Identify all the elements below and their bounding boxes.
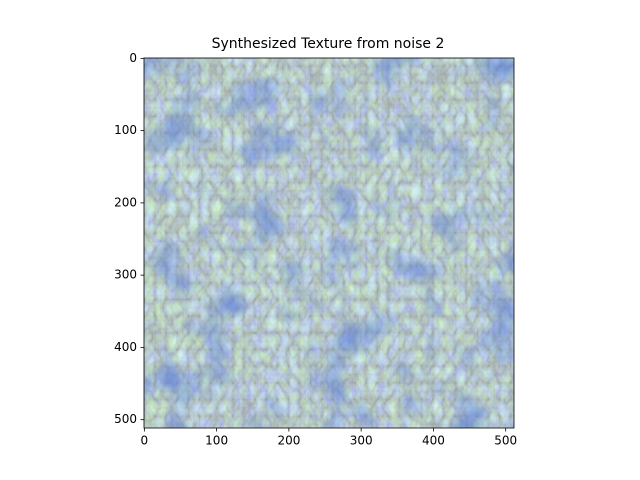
x-tick-label: 0 xyxy=(141,434,149,448)
x-tick-label: 300 xyxy=(350,434,373,448)
chart-title: Synthesized Texture from noise 2 xyxy=(212,36,445,52)
texture-image xyxy=(144,58,514,428)
x-tick-label: 400 xyxy=(422,434,445,448)
y-tick-label: 0 xyxy=(129,51,137,65)
x-tick-label: 100 xyxy=(205,434,228,448)
y-tick-label: 300 xyxy=(114,268,137,282)
x-tick-label: 500 xyxy=(494,434,517,448)
axes-frame xyxy=(143,57,515,429)
y-tick-label: 100 xyxy=(114,123,137,137)
x-tick-label: 200 xyxy=(277,434,300,448)
y-tick-label: 200 xyxy=(114,195,137,209)
y-tick-label: 500 xyxy=(114,412,137,426)
y-tick-label: 400 xyxy=(114,340,137,354)
